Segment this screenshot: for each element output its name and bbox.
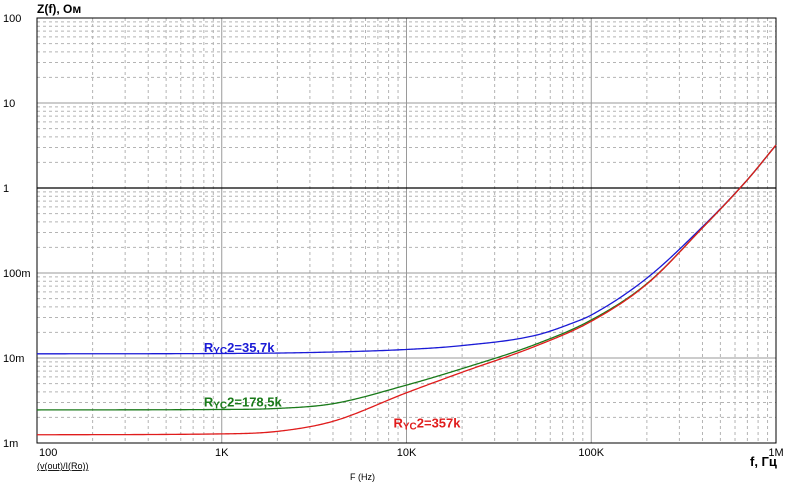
x-axis-label: f, Гц [750, 454, 777, 469]
plot-frame [36, 17, 777, 444]
chart-title: Z(f), Ом [37, 2, 81, 16]
series-labels: RYC2=35,7k RYC2=178,5k RYC2=357k [204, 340, 461, 433]
y-tick-label: 1 [3, 183, 9, 195]
trace-expression: (v(out)/I(Ro)) [37, 461, 89, 471]
x-tick-label: 100 [39, 447, 57, 459]
series-group [36, 144, 777, 436]
y-tick-label: 1m [3, 438, 18, 450]
y-tick-label: 100 [3, 13, 21, 25]
series-label: RYC2=178,5k [204, 394, 283, 411]
series-label: RYC2=35,7k [204, 340, 275, 357]
y-tick-label: 10 [3, 98, 15, 110]
x-axis-caption: F (Hz) [350, 472, 375, 482]
y-tick-label: 10m [3, 353, 24, 365]
series-label: RYC2=357k [393, 416, 461, 433]
y-tick-label: 100m [3, 268, 31, 280]
tick-labels: 100 1K 10K 100K 1M 1m 10m 100m 1 10 100 [3, 13, 784, 459]
x-tick-label: 1M [768, 447, 783, 459]
series-line [36, 144, 777, 436]
x-tick-label: 100K [578, 447, 604, 459]
x-tick-label: 1K [215, 447, 229, 459]
x-tick-label: 10K [397, 447, 417, 459]
grid [36, 18, 776, 444]
